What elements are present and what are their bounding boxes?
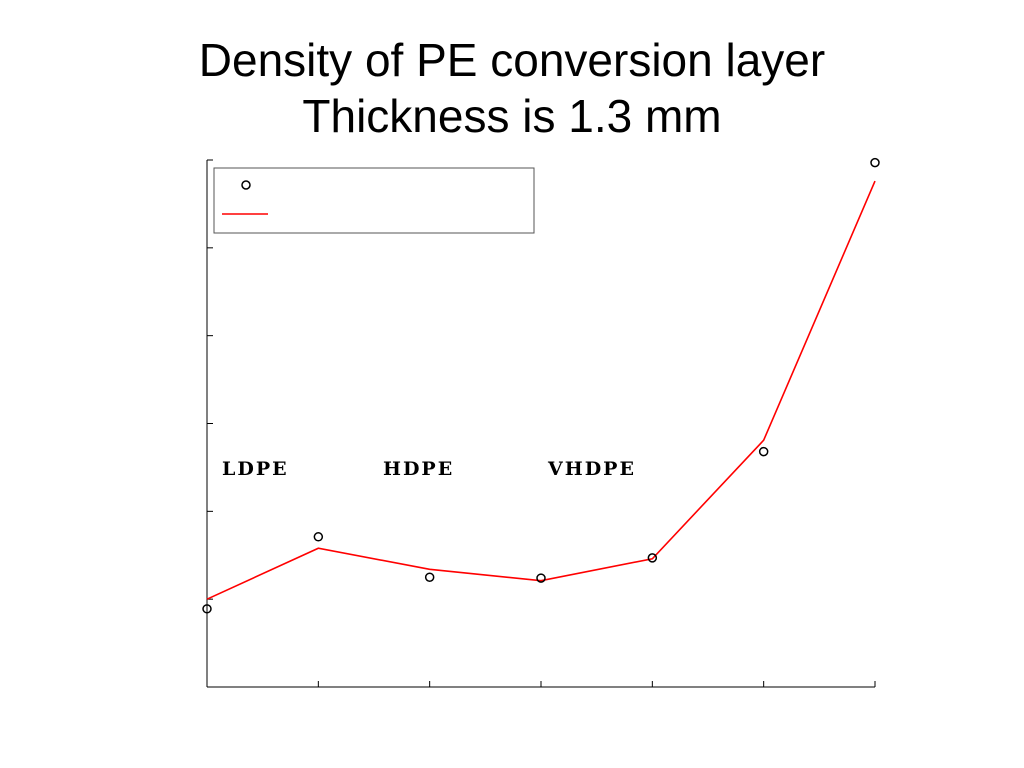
- fit-line: [206, 180, 876, 600]
- data-point-marker: [313, 532, 324, 542]
- title-line-1: Density of PE conversion layer: [198, 34, 826, 86]
- title-line-2: Thickness is 1.3 mm: [302, 90, 722, 142]
- axes: [206, 159, 876, 688]
- data-point-marker: [536, 573, 546, 583]
- legend-box: [213, 167, 535, 234]
- marker-series: [202, 157, 880, 614]
- legend-marker-icon: [241, 180, 251, 190]
- fit-line-series: [206, 180, 876, 600]
- region-labels: LDPE HDPE VHDPE: [222, 458, 636, 480]
- data-point-marker: [202, 604, 212, 614]
- data-point-marker: [870, 157, 880, 168]
- region-label-ldpe: LDPE: [222, 458, 289, 480]
- data-point-marker: [758, 446, 769, 457]
- data-point-marker: [647, 553, 658, 563]
- legend: [213, 167, 535, 234]
- page-title: Density of PE conversion layer Thickness…: [0, 32, 1024, 144]
- data-point-marker: [424, 572, 435, 582]
- region-label-vhdpe: VHDPE: [547, 458, 636, 480]
- region-label-hdpe: HDPE: [383, 458, 454, 480]
